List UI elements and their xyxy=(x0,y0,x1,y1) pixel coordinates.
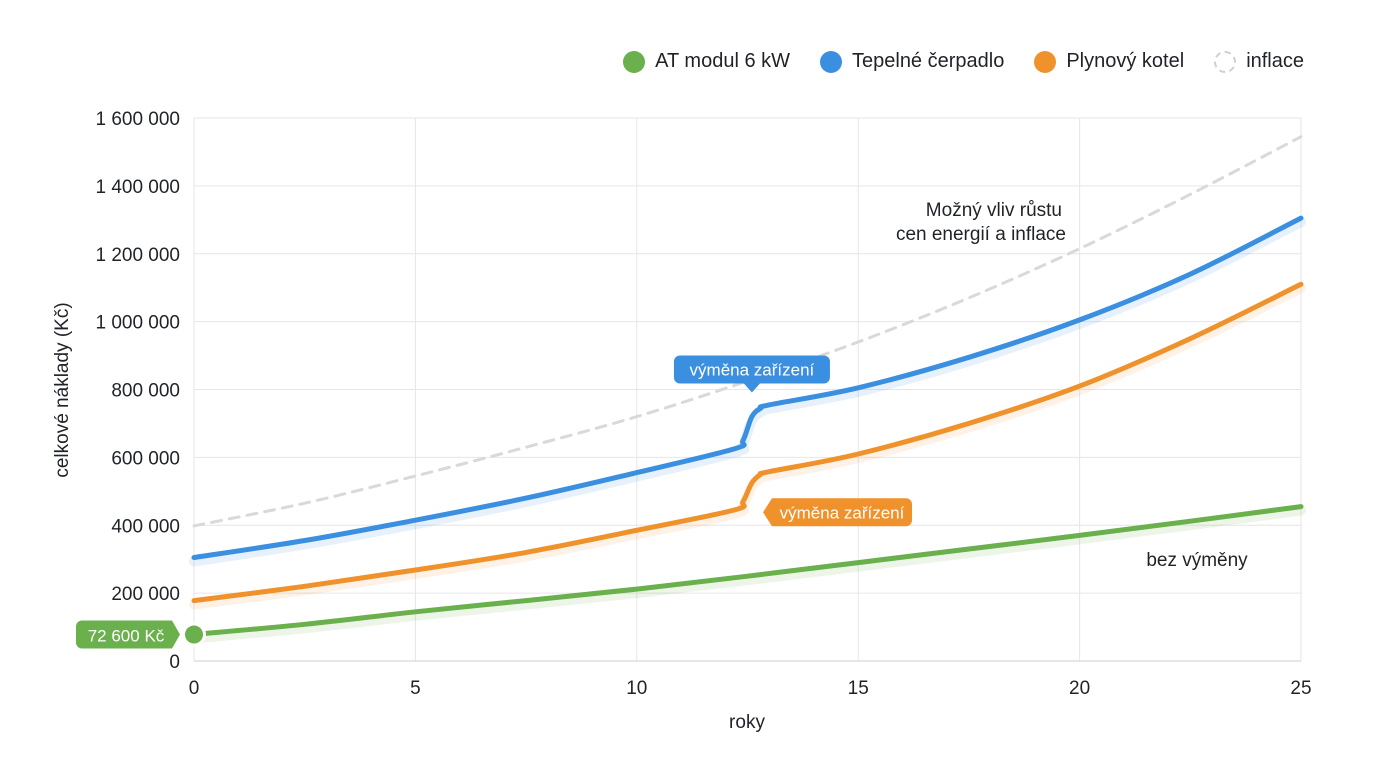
y-tick-label: 800 000 xyxy=(111,381,180,402)
x-tick-label: 20 xyxy=(1069,678,1090,699)
heat-pump-replacement-label: výměna zařízení xyxy=(690,360,815,379)
start-value-callout xyxy=(76,620,180,649)
y-tick-label: 1 600 000 xyxy=(95,109,180,130)
annotations: 72 600 Kč výměna zařízení výměna zařízení M… xyxy=(76,200,1248,649)
y-tick-label: 400 000 xyxy=(111,516,180,537)
legend: AT modul 6 kW Tepelné čerpadlo Plynový k… xyxy=(593,50,1304,73)
inflation-note-line2: cen energií a inflace xyxy=(896,224,1066,245)
legend-label-heat-pump: Tepelné čerpadlo xyxy=(852,50,1005,72)
series-lines xyxy=(189,135,1306,644)
legend-label-at-module: AT modul 6 kW xyxy=(655,50,790,72)
x-axis-label: roky xyxy=(729,712,765,733)
series-line-heat-pump xyxy=(191,215,1304,560)
legend-item-heat-pump[interactable]: Tepelné čerpadlo xyxy=(820,50,1004,73)
series-line-at-module-shadow xyxy=(189,505,1306,644)
x-tick-label: 25 xyxy=(1290,678,1311,699)
gas-replacement-label: výměna zařízení xyxy=(780,503,905,522)
y-axis-ticks: 0 200 000 400 000 600 000 800 000 1 000 000 1 … xyxy=(95,109,180,673)
legend-item-gas-boiler[interactable]: Plynový kotel xyxy=(1034,50,1184,73)
series-line-gas-boiler xyxy=(191,281,1304,604)
series-line-inflation xyxy=(192,135,1303,528)
legend-swatch-at-module xyxy=(623,50,646,73)
x-tick-label: 0 xyxy=(189,678,200,699)
legend-label-inflation: inflace xyxy=(1246,50,1304,72)
legend-swatch-heat-pump xyxy=(820,50,842,73)
y-tick-label: 600 000 xyxy=(111,448,180,469)
legend-swatch-gas-boiler xyxy=(1034,50,1057,73)
start-point-marker xyxy=(185,625,203,644)
y-tick-label: 0 xyxy=(169,652,180,673)
legend-swatch-inflation xyxy=(1214,50,1237,73)
y-tick-label: 1 400 000 xyxy=(95,177,180,198)
y-tick-label: 1 000 000 xyxy=(95,313,180,334)
y-axis-label: celkové náklady (Kč) xyxy=(52,302,73,477)
x-tick-label: 5 xyxy=(410,678,421,699)
legend-label-gas-boiler: Plynový kotel xyxy=(1066,50,1185,72)
x-tick-label: 15 xyxy=(848,678,869,699)
legend-item-inflation[interactable]: inflace xyxy=(1214,50,1304,73)
legend-item-at-module[interactable]: AT modul 6 kW xyxy=(623,50,790,73)
series-line-at-module xyxy=(191,504,1304,637)
no-replacement-note: bez výměny xyxy=(1146,550,1248,571)
gas-replacement-callout xyxy=(763,498,912,527)
start-value-label: 72 600 Kč xyxy=(88,627,165,646)
heat-pump-replacement-callout xyxy=(673,355,830,393)
y-tick-label: 200 000 xyxy=(111,584,180,605)
y-tick-label: 1 200 000 xyxy=(95,245,180,266)
inflation-note-line1: Možný vliv růstu xyxy=(926,200,1062,221)
x-tick-label: 10 xyxy=(626,678,647,699)
x-axis-ticks: 0 5 10 15 20 25 xyxy=(189,678,1312,699)
